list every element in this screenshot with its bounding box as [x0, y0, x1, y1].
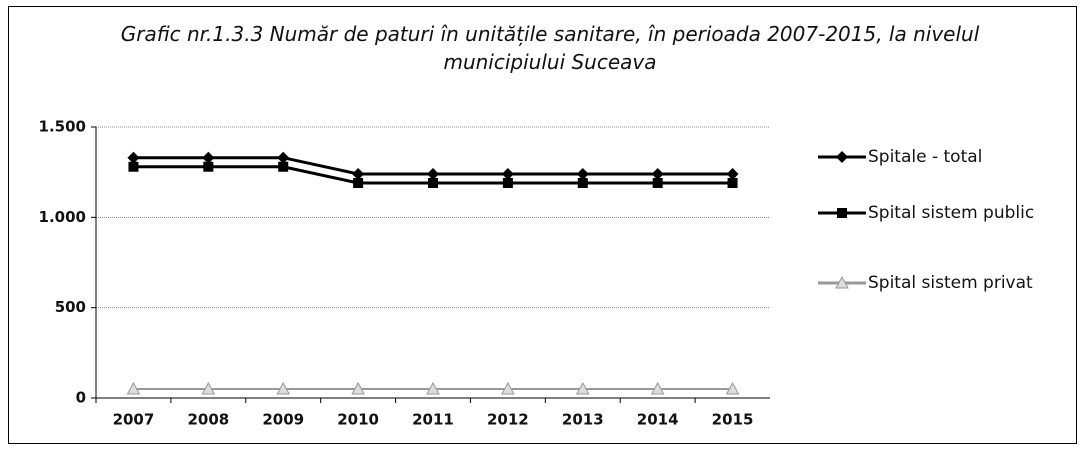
marker — [128, 161, 139, 172]
marker — [836, 151, 848, 163]
legend-label: Spital sistem privat — [868, 273, 1033, 293]
marker — [650, 381, 665, 395]
marker — [353, 178, 364, 189]
marker — [577, 178, 588, 189]
y-tick-label: 1.000 — [39, 208, 86, 226]
marker — [203, 161, 214, 172]
marker — [652, 178, 663, 189]
marker — [126, 381, 141, 395]
marker — [651, 167, 664, 180]
marker — [576, 167, 589, 180]
legend-label: Spital sistem public — [868, 203, 1035, 223]
x-tick-label: 2009 — [262, 411, 304, 429]
x-tick-label: 2007 — [113, 411, 155, 429]
marker — [127, 151, 140, 164]
marker — [727, 178, 738, 189]
x-tick-label: 2015 — [712, 411, 754, 429]
marker — [726, 167, 739, 180]
marker — [278, 161, 289, 172]
marker — [428, 178, 438, 189]
marker — [277, 151, 290, 164]
x-tick-label: 2014 — [637, 411, 679, 429]
legend-label: Spitale - total — [868, 147, 983, 167]
x-tick-label: 2008 — [187, 411, 229, 429]
x-tick-label: 2013 — [562, 411, 604, 429]
marker — [352, 167, 365, 180]
y-tick-label: 0 — [76, 389, 86, 407]
y-tick-label: 1.500 — [39, 118, 86, 136]
x-tick-label: 2011 — [412, 411, 454, 429]
chart-frame — [8, 6, 1077, 444]
marker — [575, 381, 590, 395]
marker — [725, 381, 740, 395]
marker — [835, 275, 849, 289]
x-tick-label: 2010 — [337, 411, 379, 429]
marker — [202, 151, 215, 164]
marker — [502, 178, 513, 189]
marker — [201, 381, 216, 395]
marker — [501, 167, 514, 180]
y-tick-label: 500 — [55, 298, 86, 316]
marker — [427, 167, 439, 180]
marker — [426, 381, 440, 395]
marker — [276, 381, 291, 395]
marker — [351, 381, 365, 395]
marker — [501, 381, 515, 395]
marker — [837, 208, 847, 218]
chart-title: Grafic nr.1.3.3 Număr de paturi în unită… — [120, 22, 980, 74]
x-tick-label: 2012 — [487, 411, 529, 429]
